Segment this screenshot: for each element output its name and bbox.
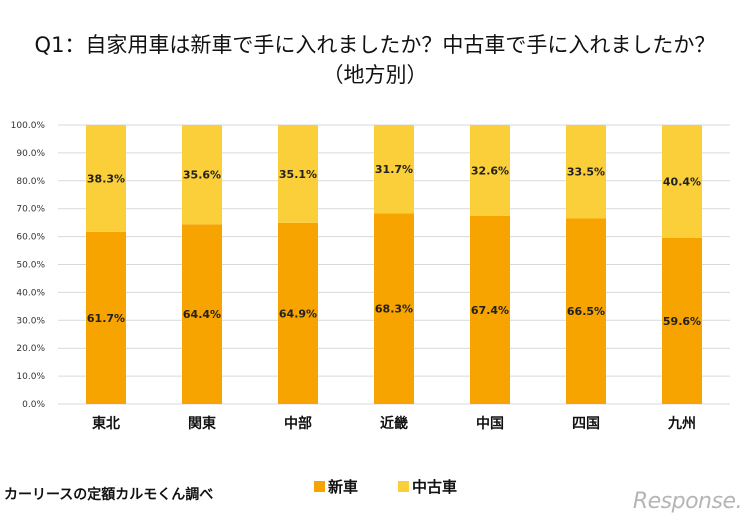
bar-segment-new [566,218,606,404]
x-category-label: 九州 [667,416,696,432]
data-label-new: 68.3% [375,303,413,316]
data-label-new: 59.6% [663,315,701,328]
y-tick-label: 80.0% [16,177,45,187]
y-tick-label: 0.0% [22,400,45,410]
data-label-used: 40.4% [663,175,701,188]
y-tick-label: 60.0% [16,233,45,243]
data-label-used: 33.5% [567,166,605,179]
bar-segment-new [278,222,318,404]
y-tick-label: 10.0% [16,372,45,382]
bar-segment-new [86,231,126,404]
y-tick-label: 30.0% [16,316,45,326]
bar-segment-new [470,215,510,404]
data-label-used: 32.6% [471,164,509,177]
y-tick-label: 20.0% [16,344,45,354]
x-category-label: 中部 [284,415,312,432]
bar-segment-used [278,125,318,223]
data-label-new: 67.4% [471,304,509,317]
bar-segment-new [182,224,222,404]
data-label-used: 31.7% [375,163,413,176]
data-label-new: 64.9% [279,307,317,320]
data-label-used: 35.1% [279,168,317,181]
bar-segment-used [470,125,510,216]
data-label-new: 66.5% [567,305,605,318]
y-tick-label: 50.0% [16,261,45,271]
legend-swatch-used [398,481,410,492]
legend-item-used: 中古車 [398,476,457,497]
x-category-label: 中国 [476,415,504,432]
y-tick-label: 100.0% [11,121,46,131]
data-label-new: 61.7% [87,312,125,325]
legend-label-new: 新車 [328,478,359,496]
x-category-label: 東北 [92,415,120,432]
bar-segment-used [182,125,222,225]
x-category-label: 四国 [572,416,600,432]
chart-title: Q1：自家用車は新車で手に入れましたか？中古車で手に入れましたか？ （地方別） [0,30,750,90]
data-label-used: 38.3% [87,172,125,185]
y-tick-label: 70.0% [16,205,45,215]
chart-title-line1: Q1：自家用車は新車で手に入れましたか？中古車で手に入れましたか？ [34,33,716,57]
bar-segment-used [662,125,702,238]
y-tick-label: 40.0% [16,288,45,298]
stacked-bar-chart: 0.0% 10.0% 20.0% 30.0% 40.0% 50.0% 60.0% 70.0% 8… [11,121,730,432]
y-tick-label: 90.0% [16,149,45,159]
legend-item-new: 新車 [314,476,358,497]
bar-segment-new [662,237,702,404]
bar-segment-used [374,125,414,214]
data-label-new: 64.4% [183,308,221,321]
x-category-label: 近畿 [380,415,408,432]
response-watermark: Response. [632,489,743,514]
legend-label-used: 中古車 [412,478,458,496]
bar-segment-used [86,125,126,232]
source-note: カーリースの定額カルモくん調べ [4,487,214,503]
data-label-used: 35.6% [183,169,221,182]
x-category-label: 関東 [188,415,216,432]
legend: 新車 中古車 [314,476,457,497]
bar-segment-used [566,125,606,219]
bar-segment-new [374,213,414,404]
chart-title-line2: （地方別） [322,63,428,87]
legend-swatch-new [314,481,325,492]
